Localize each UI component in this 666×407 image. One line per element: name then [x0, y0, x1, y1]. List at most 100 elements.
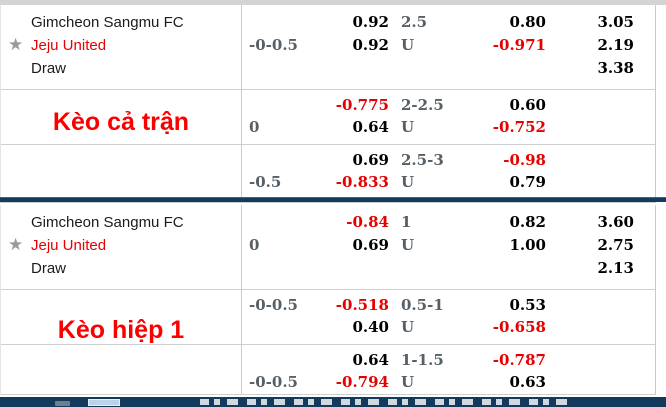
section-full-match: ★ Gimcheon Sangmu FC Jeju United Draw -0…: [0, 5, 656, 197]
1x2-odds: 3.05 2.19 3.38: [569, 5, 634, 80]
favorite-star-icon[interactable]: ★: [8, 35, 24, 54]
handicap-odds: 0.64 -0.794: [281, 345, 389, 393]
divider-gray-line: [0, 202, 656, 203]
handicap-odds-away[interactable]: 0.40: [352, 318, 389, 336]
handicap-odds-home[interactable]: 0.64: [352, 351, 389, 369]
handicap-odds-away[interactable]: -0.794: [335, 373, 389, 391]
over-under-odds: 0.53 -0.658: [456, 290, 546, 338]
draw-label: Draw: [31, 60, 67, 77]
over-under-line: 2.5-3 U: [401, 145, 444, 193]
handicap-odds-home[interactable]: -0.518: [335, 296, 389, 314]
under-odds[interactable]: -0.658: [492, 318, 546, 336]
handicap-odds: -0.84 0.69: [281, 205, 389, 257]
under-odds[interactable]: 0.63: [509, 373, 546, 391]
total-line: 2-2.5: [401, 96, 444, 114]
over-under-line: 2.5 U: [401, 5, 427, 57]
section-label-first-half: Kèo hiệp 1: [57, 316, 185, 344]
1x2-odds: 3.60 2.75 2.13: [569, 205, 634, 280]
under-label: U: [401, 373, 415, 391]
1x2-away-odds[interactable]: 2.19: [597, 36, 634, 54]
under-label: U: [401, 173, 415, 191]
footer-banner-clipped: [0, 397, 666, 407]
home-team-name: Gimcheon Sangmu FC: [31, 14, 184, 31]
handicap-line: -0.5: [249, 173, 282, 191]
over-under-odds: 0.82 1.00: [456, 205, 546, 257]
under-label: U: [401, 36, 415, 54]
handicap-odds-home[interactable]: 0.92: [352, 13, 389, 31]
odds-row-alt1: 0 -0.775 0.64 2-2.5 U 0.60 -0.752: [1, 90, 655, 145]
handicap-line: 0: [249, 236, 260, 254]
handicap-odds-home[interactable]: 0.69: [352, 151, 389, 169]
over-odds[interactable]: 0.53: [509, 296, 546, 314]
teams-cell: Gimcheon Sangmu FC Jeju United Draw: [31, 5, 184, 80]
teams-cell: Gimcheon Sangmu FC Jeju United Draw: [31, 205, 184, 280]
1x2-draw-odds[interactable]: 2.13: [597, 259, 634, 277]
under-odds[interactable]: 1.00: [509, 236, 546, 254]
total-line: 0.5-1: [401, 296, 444, 314]
odds-row-alt2: -0-0.5 0.64 -0.794 1-1.5 U -0.787 0.63: [1, 345, 655, 395]
over-under-odds: -0.98 0.79: [456, 145, 546, 193]
under-odds[interactable]: -0.752: [492, 118, 546, 136]
over-odds[interactable]: 0.60: [509, 96, 546, 114]
under-label: U: [401, 236, 415, 254]
handicap-odds: 0.69 -0.833: [281, 145, 389, 193]
column-divider: [241, 205, 242, 395]
handicap-line: 0: [249, 118, 260, 136]
over-under-line: 2-2.5 U: [401, 90, 444, 138]
over-under-odds: -0.787 0.63: [456, 345, 546, 393]
footer-clipped-text: [200, 399, 570, 405]
over-under-odds: 0.80 -0.971: [456, 5, 546, 57]
over-odds[interactable]: -0.98: [503, 151, 546, 169]
under-odds[interactable]: -0.971: [492, 36, 546, 54]
divider-navy-bar: [0, 197, 666, 202]
over-odds[interactable]: 0.82: [509, 213, 546, 231]
section-divider: [0, 197, 666, 205]
odds-board: ★ Gimcheon Sangmu FC Jeju United Draw -0…: [0, 5, 666, 395]
under-label: U: [401, 318, 415, 336]
1x2-away-odds[interactable]: 2.75: [597, 236, 634, 254]
handicap-odds-away[interactable]: -0.833: [335, 173, 389, 191]
odds-row-main: ★ Gimcheon Sangmu FC Jeju United Draw -0…: [1, 5, 655, 90]
under-label: U: [401, 118, 415, 136]
handicap-odds-away[interactable]: 0.92: [352, 36, 389, 54]
1x2-draw-odds[interactable]: 3.38: [597, 59, 634, 77]
handicap-odds-away[interactable]: 0.64: [352, 118, 389, 136]
footer-flag-icon: [88, 399, 120, 406]
1x2-home-odds[interactable]: 3.05: [597, 13, 634, 31]
total-line: 2.5-3: [401, 151, 444, 169]
total-line: 1-1.5: [401, 351, 444, 369]
over-under-line: 1-1.5 U: [401, 345, 444, 393]
over-under-line: 1 U: [401, 205, 414, 257]
total-line: 1: [401, 213, 412, 231]
over-under-line: 0.5-1 U: [401, 290, 444, 338]
odds-row-alt1: -0-0.5 -0.518 0.40 0.5-1 U 0.53 -0.658: [1, 290, 655, 345]
handicap-odds-away[interactable]: 0.69: [352, 236, 389, 254]
home-team-name: Gimcheon Sangmu FC: [31, 214, 184, 231]
handicap-odds: -0.775 0.64: [281, 90, 389, 138]
handicap-odds-home[interactable]: -0.84: [346, 213, 389, 231]
handicap-line: -0-0.5: [249, 373, 298, 391]
handicap-odds-home[interactable]: -0.775: [335, 96, 389, 114]
over-under-odds: 0.60 -0.752: [456, 90, 546, 138]
draw-label: Draw: [31, 260, 67, 277]
handicap-line: -0-0.5: [249, 36, 298, 54]
section-label-full-match: Kèo cả trận: [52, 108, 190, 136]
handicap-odds: 0.92 0.92: [281, 5, 389, 57]
over-odds[interactable]: 0.80: [509, 13, 546, 31]
away-team-name: Jeju United: [31, 237, 107, 254]
footer-glyph: [55, 401, 70, 406]
column-divider: [241, 5, 242, 197]
total-line: 2.5: [401, 13, 428, 31]
under-odds[interactable]: 0.79: [509, 173, 546, 191]
section-first-half: ★ Gimcheon Sangmu FC Jeju United Draw 0 …: [0, 205, 656, 395]
odds-row-main: ★ Gimcheon Sangmu FC Jeju United Draw 0 …: [1, 205, 655, 290]
handicap-odds: -0.518 0.40: [281, 290, 389, 338]
favorite-star-icon[interactable]: ★: [8, 235, 24, 254]
over-odds[interactable]: -0.787: [492, 351, 546, 369]
odds-row-alt2: -0.5 0.69 -0.833 2.5-3 U -0.98 0.79: [1, 145, 655, 197]
top-gray-strip: [0, 0, 666, 5]
away-team-name: Jeju United: [31, 37, 107, 54]
1x2-home-odds[interactable]: 3.60: [597, 213, 634, 231]
handicap-line: -0-0.5: [249, 296, 298, 314]
